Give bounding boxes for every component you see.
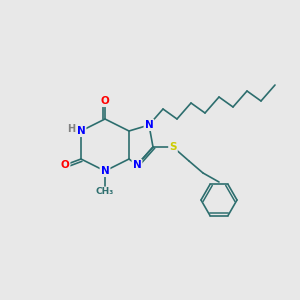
Text: N: N: [76, 126, 85, 136]
Text: O: O: [100, 96, 109, 106]
Text: H: H: [67, 124, 75, 134]
Text: S: S: [169, 142, 177, 152]
Text: CH₃: CH₃: [96, 188, 114, 196]
Text: O: O: [61, 160, 69, 170]
Text: N: N: [100, 166, 109, 176]
Text: N: N: [145, 120, 153, 130]
Text: N: N: [133, 160, 141, 170]
